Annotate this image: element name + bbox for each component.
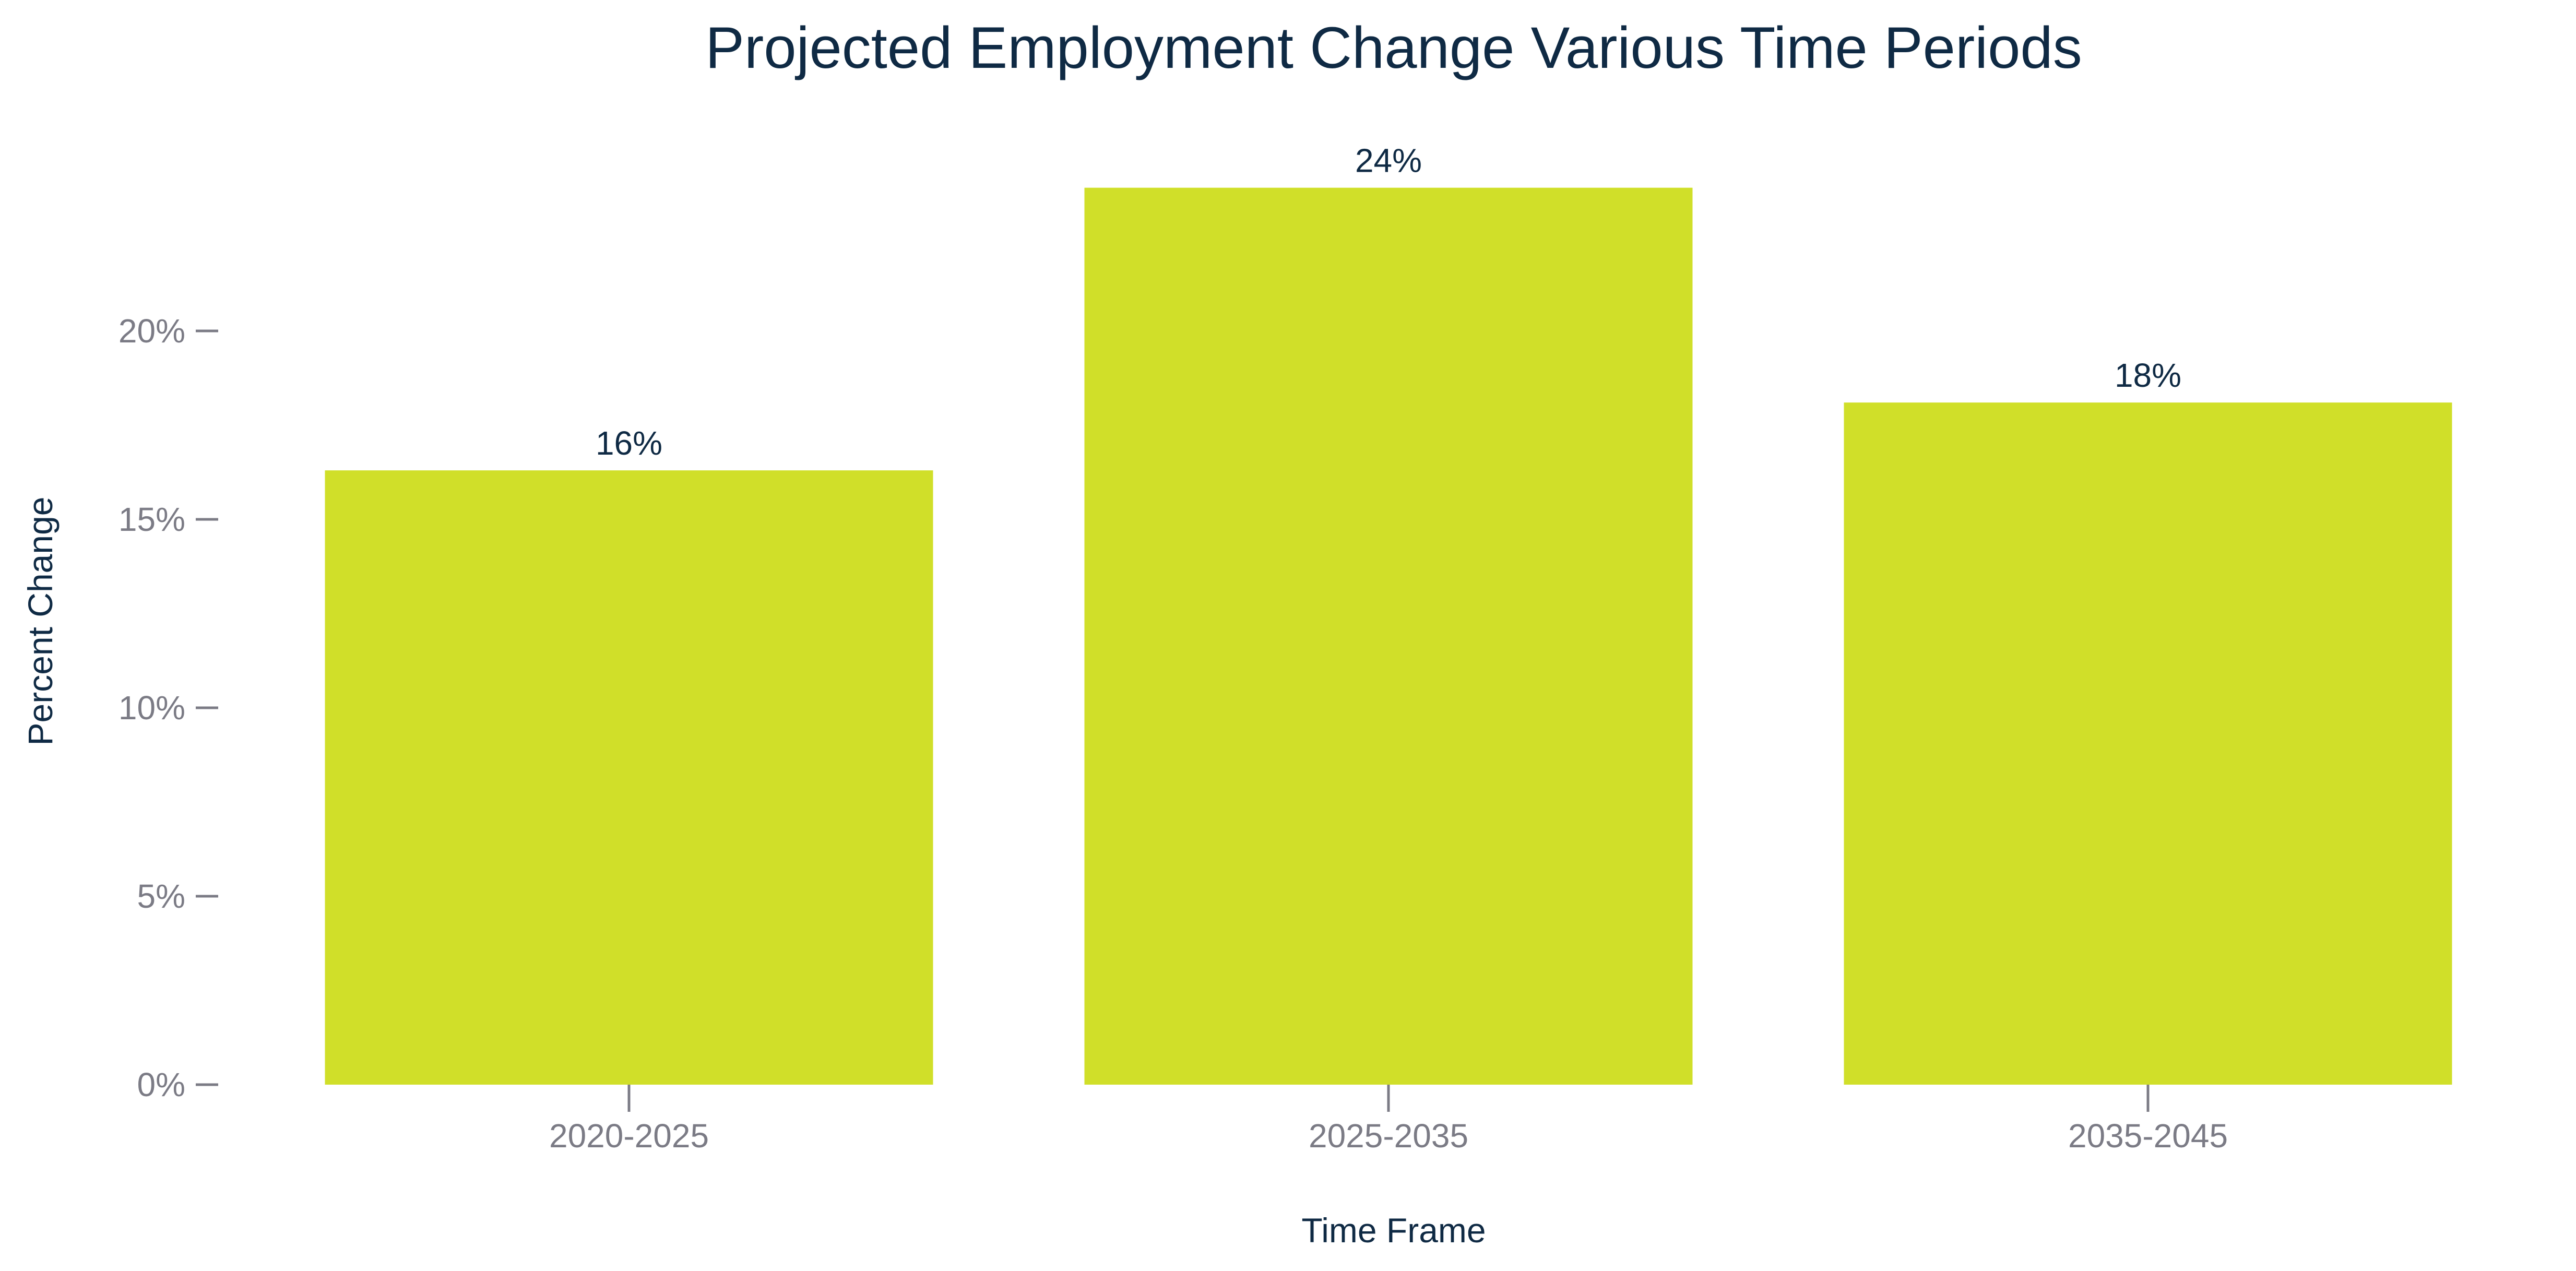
x-tick-label-2020-2025: 2020-2025 [549, 1117, 709, 1155]
bar-2035-2045 [1844, 402, 2452, 1085]
data-label-2020-2025: 16% [596, 424, 662, 462]
data-label-2025-2035: 24% [1355, 142, 1422, 180]
y-tick-label-15: 15% [118, 501, 185, 538]
x-tick-label-2035-2045: 2035-2045 [2068, 1117, 2228, 1155]
bars-layer [325, 187, 2452, 1085]
x-tick-label-2025-2035: 2025-2035 [1309, 1117, 1468, 1155]
y-tick-label-0: 0% [137, 1066, 186, 1103]
data-label-2035-2045: 18% [2115, 357, 2181, 394]
x-axis: 2020-2025 2025-2035 2035-2045 [549, 1085, 2228, 1155]
y-tick-label-20: 20% [118, 312, 185, 350]
chart-title: Projected Employment Change Various Time… [705, 15, 2082, 80]
y-tick-label-10: 10% [118, 689, 185, 727]
x-axis-title: Time Frame [1301, 1211, 1486, 1250]
data-labels-layer: 16% 24% 18% [596, 142, 2181, 462]
bar-2025-2035 [1084, 187, 1693, 1085]
y-axis-title: Percent Change [21, 497, 60, 746]
y-tick-label-5: 5% [137, 877, 186, 915]
y-axis: 0% 5% 10% 15% 20% [118, 312, 218, 1103]
bar-2020-2025 [325, 470, 933, 1085]
